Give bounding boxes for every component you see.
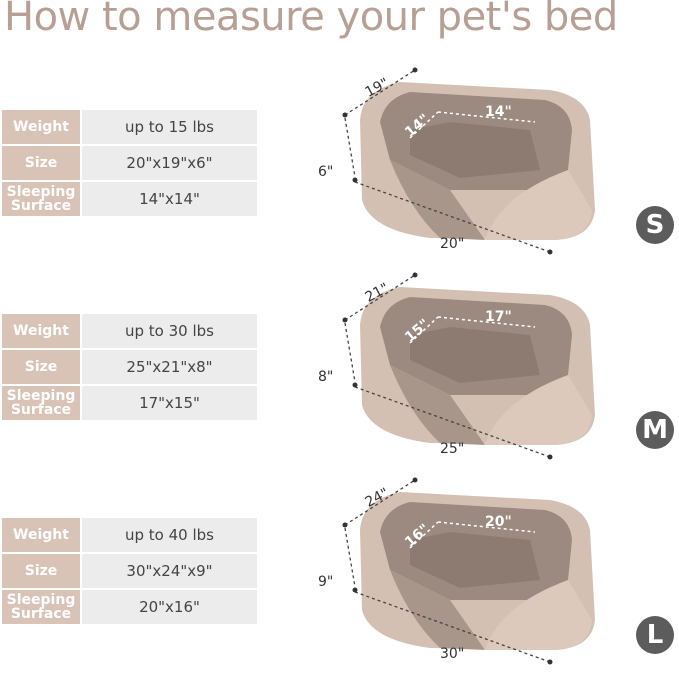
spec-value: 20"x19"x6" xyxy=(82,146,257,180)
page-title: How to measure your pet's bed xyxy=(4,0,618,40)
spec-label: Size xyxy=(2,554,80,588)
spec-label: Weight xyxy=(2,110,80,144)
spec-value: 20"x16" xyxy=(82,590,257,624)
spec-table: Weight up to 40 lbs Size 30"x24"x9" Sleepi… xyxy=(2,518,257,626)
spec-label: Sleeping Surface xyxy=(2,386,80,420)
spec-label: Size xyxy=(2,350,80,384)
spec-value: up to 30 lbs xyxy=(82,314,257,348)
spec-value: 30"x24"x9" xyxy=(82,554,257,588)
size-badge: S xyxy=(636,206,674,244)
width-label: 30" xyxy=(440,646,465,662)
size-badge: M xyxy=(636,411,674,449)
spec-label: Size xyxy=(2,146,80,180)
inner-width-label: 17" xyxy=(485,309,512,325)
spec-row-size: Size 25"x21"x8" xyxy=(2,350,257,384)
height-label: 8" xyxy=(318,369,334,385)
spec-row-weight: Weight up to 40 lbs xyxy=(2,518,257,552)
spec-value: 17"x15" xyxy=(82,386,257,420)
spec-value: up to 15 lbs xyxy=(82,110,257,144)
spec-label: Weight xyxy=(2,314,80,348)
spec-row-sleeping-surface: Sleeping Surface 20"x16" xyxy=(2,590,257,624)
spec-row-size: Size 20"x19"x6" xyxy=(2,146,257,180)
spec-label: Weight xyxy=(2,518,80,552)
inner-width-label: 20" xyxy=(485,514,512,530)
inner-width-label: 14" xyxy=(485,104,512,120)
bed-image xyxy=(342,477,595,665)
bed-image xyxy=(342,272,595,460)
spec-row-weight: Weight up to 15 lbs xyxy=(2,110,257,144)
width-label: 20" xyxy=(440,236,465,252)
spec-label: Sleeping Surface xyxy=(2,590,80,624)
height-label: 6" xyxy=(318,164,334,180)
bed-diagram-l: 24" 9" 30" 16" 20" L xyxy=(300,470,679,670)
width-label: 25" xyxy=(440,441,465,457)
bed-diagram-m: 21" 8" 25" 15" 17" M xyxy=(300,265,679,465)
spec-table: Weight up to 15 lbs Size 20"x19"x6" Sleepi… xyxy=(2,110,257,218)
height-label: 9" xyxy=(318,574,334,590)
size-badge: L xyxy=(636,616,674,654)
spec-label: Sleeping Surface xyxy=(2,182,80,216)
spec-row-size: Size 30"x24"x9" xyxy=(2,554,257,588)
spec-row-sleeping-surface: Sleeping Surface 17"x15" xyxy=(2,386,257,420)
bed-diagram-s: 19" 6" 20" 14" 14" S xyxy=(300,60,679,260)
spec-value: 25"x21"x8" xyxy=(82,350,257,384)
bed-image xyxy=(342,67,595,255)
spec-table: Weight up to 30 lbs Size 25"x21"x8" Sleepi… xyxy=(2,314,257,422)
spec-row-sleeping-surface: Sleeping Surface 14"x14" xyxy=(2,182,257,216)
spec-value: 14"x14" xyxy=(82,182,257,216)
spec-row-weight: Weight up to 30 lbs xyxy=(2,314,257,348)
spec-value: up to 40 lbs xyxy=(82,518,257,552)
